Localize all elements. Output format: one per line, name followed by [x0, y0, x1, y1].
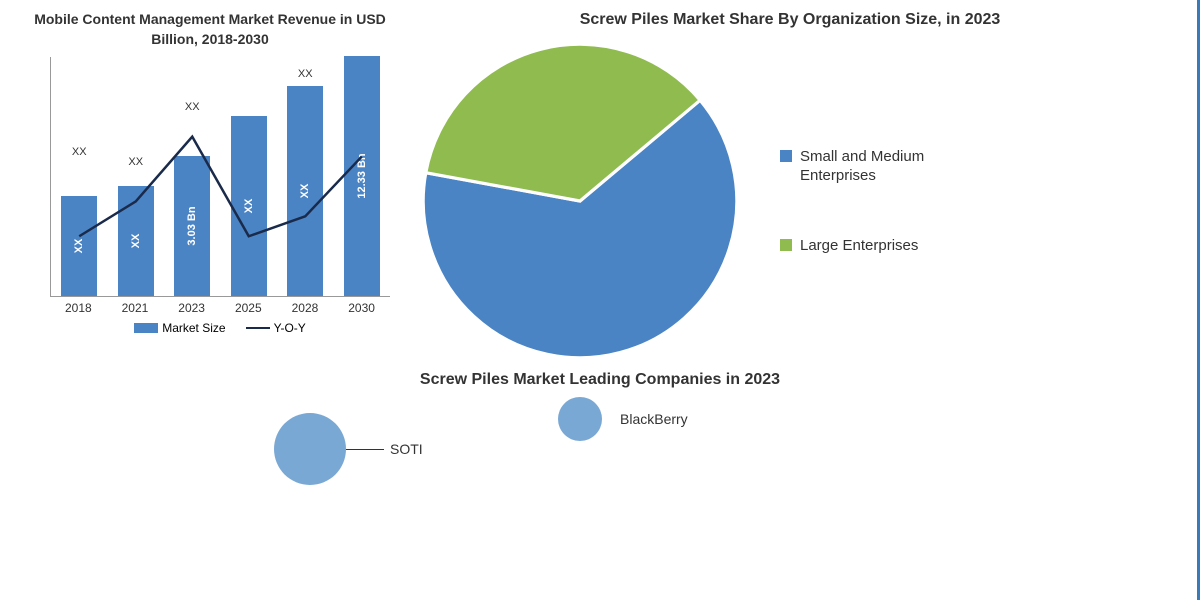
bar-value-label: XX — [243, 199, 255, 214]
x-axis-label: 2030 — [348, 301, 375, 315]
bar: XXXX — [118, 186, 154, 296]
bar-group: XX — [229, 116, 269, 296]
x-axis-label: 2021 — [122, 301, 149, 315]
x-axis-label: 2025 — [235, 301, 262, 315]
x-axis-label: 2028 — [292, 301, 319, 315]
bubble-leader-line — [346, 449, 384, 450]
company-bubble — [558, 397, 602, 441]
x-axis-label: 2018 — [65, 301, 92, 315]
bar-chart-area: XXXXXXXX3.03 BnXXXXXXXX12.33 Bn — [50, 57, 390, 297]
bar-value-label: XX — [73, 239, 85, 254]
legend-line-label: Y-O-Y — [274, 321, 306, 335]
bar-swatch-icon — [134, 323, 158, 333]
company-label: SOTI — [390, 441, 423, 457]
bar-chart-legend: Market Size Y-O-Y — [50, 321, 390, 335]
bar-value-label: 12.33 Bn — [356, 154, 368, 199]
pie-legend-label: Large Enterprises — [800, 236, 918, 256]
bar-group: 12.33 Bn — [342, 56, 382, 296]
bar: XXXX — [287, 86, 323, 296]
bar-chart-title: Mobile Content Management Market Revenue… — [30, 10, 390, 49]
bar-group: XXXX — [59, 196, 99, 296]
companies-section: Screw Piles Market Leading Companies in … — [0, 361, 1200, 529]
bar-value-label: XX — [130, 234, 142, 249]
pie-chart — [420, 41, 740, 361]
pie-legend-item: Large Enterprises — [780, 236, 980, 256]
pie-legend-label: Small and Medium Enterprises — [800, 147, 980, 186]
bar: XXXX — [61, 196, 97, 296]
bar-top-label: XX — [185, 101, 200, 113]
bubbles-area: SOTI BlackBerry — [20, 409, 1180, 529]
bar-top-label: XX — [72, 146, 87, 158]
pie-legend-item: Small and Medium Enterprises — [780, 147, 980, 186]
legend-item-line: Y-O-Y — [246, 321, 306, 335]
legend-item-bar: Market Size — [134, 321, 225, 335]
bar-top-label: XX — [128, 156, 143, 168]
bar-chart-section: Mobile Content Management Market Revenue… — [20, 10, 400, 361]
company-bubble — [274, 413, 346, 485]
bar-chart-x-labels: 2018 2021 2023 2025 2028 2030 — [50, 301, 390, 315]
legend-bar-label: Market Size — [162, 321, 225, 335]
company-label: BlackBerry — [620, 411, 688, 427]
x-axis-label: 2023 — [178, 301, 205, 315]
bar-top-label: XX — [298, 68, 313, 80]
bar-group: XXXX — [116, 186, 156, 296]
bar: 12.33 Bn — [344, 56, 380, 296]
bar-group: XXXX — [285, 86, 325, 296]
pie-legend: Small and Medium Enterprises Large Enterp… — [780, 147, 980, 256]
line-swatch-icon — [246, 327, 270, 329]
pie-chart-title: Screw Piles Market Share By Organization… — [420, 10, 1160, 31]
bar: 3.03 BnXX — [174, 156, 210, 296]
bar-value-label: 3.03 Bn — [186, 207, 198, 246]
companies-title: Screw Piles Market Leading Companies in … — [20, 371, 1180, 389]
bar-group: 3.03 BnXX — [172, 156, 212, 296]
pie-chart-section: Screw Piles Market Share By Organization… — [400, 10, 1180, 361]
pie-swatch-icon — [780, 239, 792, 251]
bar: XX — [231, 116, 267, 296]
pie-swatch-icon — [780, 150, 792, 162]
bar-value-label: XX — [299, 184, 311, 199]
